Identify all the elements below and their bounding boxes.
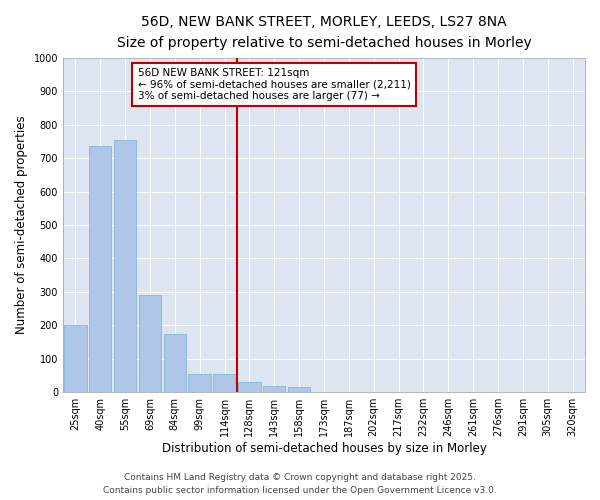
Bar — [263, 386, 286, 392]
Bar — [214, 374, 236, 392]
Bar — [89, 146, 112, 392]
X-axis label: Distribution of semi-detached houses by size in Morley: Distribution of semi-detached houses by … — [161, 442, 487, 455]
Text: Contains HM Land Registry data © Crown copyright and database right 2025.
Contai: Contains HM Land Registry data © Crown c… — [103, 474, 497, 495]
Bar — [188, 374, 211, 392]
Bar — [139, 295, 161, 392]
Bar — [164, 334, 186, 392]
Bar — [288, 387, 310, 392]
Title: 56D, NEW BANK STREET, MORLEY, LEEDS, LS27 8NA
Size of property relative to semi-: 56D, NEW BANK STREET, MORLEY, LEEDS, LS2… — [116, 15, 532, 50]
Text: 56D NEW BANK STREET: 121sqm
← 96% of semi-detached houses are smaller (2,211)
3%: 56D NEW BANK STREET: 121sqm ← 96% of sem… — [137, 68, 410, 101]
Y-axis label: Number of semi-detached properties: Number of semi-detached properties — [15, 116, 28, 334]
Bar — [238, 382, 260, 392]
Bar — [114, 140, 136, 392]
Bar — [64, 326, 86, 392]
